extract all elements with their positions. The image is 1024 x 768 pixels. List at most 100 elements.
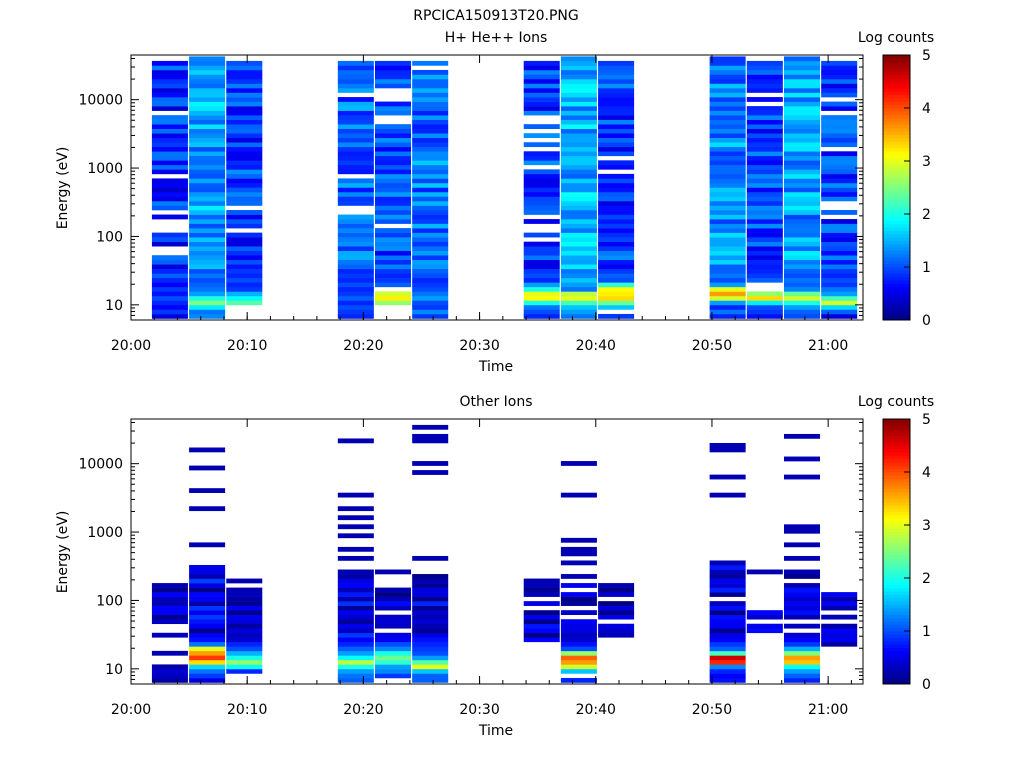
spectrogram-cell <box>523 583 560 588</box>
spectrogram-cell <box>337 286 374 292</box>
spectrogram-cell <box>337 214 374 220</box>
colorbar-swatch <box>883 617 910 622</box>
spectrogram-cell <box>783 273 821 279</box>
spectrogram-cell <box>523 173 560 179</box>
scan-column <box>412 60 449 319</box>
spectrogram-cell <box>821 69 858 75</box>
spectrogram-cell <box>151 164 188 170</box>
spectrogram-cell <box>375 191 412 197</box>
spectrogram-cell <box>226 191 263 197</box>
spectrogram-cell <box>151 119 188 125</box>
spectrogram-cell <box>560 655 597 661</box>
spectrogram-cell <box>598 69 635 75</box>
spectrogram-cell <box>337 628 374 634</box>
spectrogram-cell <box>560 119 597 125</box>
spectrogram-cell <box>560 78 597 84</box>
spectrogram-cell <box>337 277 374 283</box>
spectrogram-cell <box>783 673 821 679</box>
spectrogram-cell <box>560 619 597 625</box>
spectrogram-cell <box>783 264 821 270</box>
spectrogram-cell <box>412 137 449 143</box>
spectrogram-cell <box>709 146 746 152</box>
spectrogram-cell <box>151 124 188 129</box>
y-axis-label: Energy (eV) <box>55 511 71 594</box>
spectrogram-cell <box>560 264 597 270</box>
spectrogram-cell <box>783 295 821 301</box>
spectrogram-cell <box>783 214 821 220</box>
spectrogram-cell <box>226 164 263 170</box>
spectrogram-cell <box>598 628 635 634</box>
spectrogram-cell <box>821 286 858 292</box>
spectrogram-cell <box>337 300 374 306</box>
spectrogram-cell <box>337 69 374 75</box>
spectrogram-cell <box>709 78 746 84</box>
spectrogram-cell <box>189 187 226 193</box>
spectrogram-cell <box>746 237 783 242</box>
spectrogram-cell <box>746 191 783 197</box>
colorbar-swatch <box>883 475 910 480</box>
colorbar-swatch <box>883 310 910 314</box>
spectrogram-cell <box>189 160 226 166</box>
scan-column <box>560 461 597 683</box>
spectrogram-cell <box>412 277 449 283</box>
spectrogram-cell <box>412 300 449 306</box>
spectrogram-cell <box>226 119 263 125</box>
spectrogram-cell <box>412 291 449 297</box>
colorbar-tick-label: 5 <box>922 48 931 64</box>
panel-title: H+ He++ Ions <box>445 30 548 46</box>
colorbar-tick-label: 5 <box>922 412 931 428</box>
spectrogram-cell <box>598 128 635 134</box>
spectrogram-cell <box>226 92 263 98</box>
plot-frame <box>130 54 864 321</box>
x-tick-label: 20:40 <box>576 702 616 718</box>
colorbar-swatch <box>883 614 910 619</box>
spectrogram-cell <box>783 110 821 116</box>
spectrogram-cell <box>151 74 188 80</box>
spectrogram-cell <box>375 237 412 242</box>
spectrogram-cell <box>746 300 783 306</box>
spectrogram-cell <box>821 155 858 161</box>
spectrogram-cell <box>226 128 263 134</box>
spectrogram-cell <box>709 592 746 597</box>
spectrogram-cell <box>151 664 188 670</box>
spectrogram-cell <box>375 219 412 224</box>
spectrogram-cell <box>375 142 412 148</box>
spectrogram-cell <box>709 574 746 579</box>
spectrogram-cell <box>412 241 449 247</box>
colorbar-swatch <box>883 81 910 86</box>
spectrogram-cell <box>560 151 597 157</box>
spectrogram-cell <box>226 592 263 597</box>
spectrogram-cell <box>412 424 449 430</box>
spectrogram-cell <box>189 650 226 656</box>
spectrogram-cell <box>709 564 746 570</box>
spectrogram-cell <box>709 614 746 620</box>
spectrogram-cell <box>337 632 374 638</box>
spectrogram-cell <box>598 291 635 297</box>
spectrogram-cell <box>189 286 226 292</box>
colorbar-swatch <box>883 472 910 476</box>
spectrogram-cell <box>821 282 858 288</box>
spectrogram-cell <box>709 664 746 670</box>
spectrogram-cell <box>226 223 263 229</box>
colorbar-swatch <box>883 548 910 552</box>
spectrogram-cell <box>821 142 858 148</box>
spectrogram-cell <box>783 646 821 652</box>
spectrogram-cell <box>412 438 449 444</box>
spectrogram-cell <box>821 182 858 188</box>
spectrogram-cell <box>375 596 412 602</box>
colorbar-swatch <box>883 127 910 132</box>
spectrogram-cell <box>189 574 226 579</box>
spectrogram-cell <box>821 65 858 71</box>
spectrogram-cell <box>151 583 188 588</box>
x-tick-label: 20:20 <box>343 702 383 718</box>
colorbar-swatch <box>883 147 910 152</box>
spectrogram-cell <box>709 83 746 89</box>
spectrogram-cell <box>821 250 858 256</box>
spectrogram-cell <box>151 137 188 143</box>
spectrogram-cell <box>560 659 597 665</box>
spectrogram-cell <box>746 115 783 120</box>
spectrogram-cell <box>337 119 374 125</box>
spectrogram-cell <box>783 146 821 152</box>
colorbar-swatch <box>883 316 910 321</box>
spectrogram-cell <box>746 106 783 111</box>
